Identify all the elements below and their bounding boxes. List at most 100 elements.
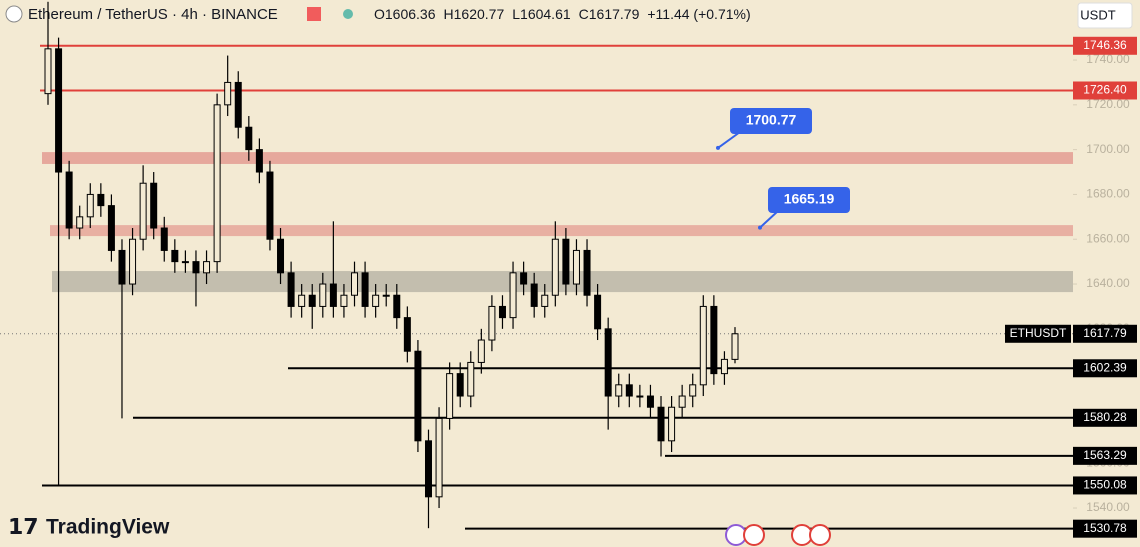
candle-body — [277, 238, 285, 274]
symbol-box — [1005, 324, 1071, 343]
level-price-box — [1073, 519, 1137, 538]
callout-label: 1700.77 — [746, 112, 797, 128]
candle-body — [266, 171, 274, 240]
candle-body — [298, 294, 306, 307]
ohlc-key: L — [512, 6, 520, 22]
candle-body — [129, 238, 137, 285]
candle-body — [76, 216, 84, 229]
candle-body — [424, 440, 432, 498]
candle-body — [107, 205, 115, 251]
candle-body — [372, 294, 380, 307]
y-tick-label: 1660.00 — [1086, 231, 1130, 245]
candle-body — [541, 294, 549, 307]
candle-body — [351, 272, 359, 296]
y-tick-label: 1700.00 — [1086, 142, 1130, 156]
candle-body — [340, 294, 348, 307]
y-tick-label: 1640.00 — [1086, 276, 1130, 290]
candle-body — [213, 104, 221, 263]
candle-body — [393, 294, 401, 319]
candle-body — [97, 193, 105, 207]
candle-body — [720, 358, 728, 375]
candle-body — [615, 384, 623, 397]
candle-body — [192, 261, 200, 274]
candle-body — [731, 333, 739, 360]
level-price-box — [1073, 408, 1137, 427]
candle-body — [509, 272, 517, 319]
symbol-label: ETHUSDT — [1010, 326, 1067, 340]
candle-body — [319, 283, 327, 307]
candle-body — [44, 48, 52, 95]
candle-body — [65, 171, 73, 229]
candle-body — [446, 373, 454, 419]
level-price-label: 1530.78 — [1083, 521, 1127, 535]
level-price-label: 1746.36 — [1083, 38, 1127, 52]
currency-select[interactable] — [1077, 2, 1133, 29]
candle-body — [139, 182, 147, 240]
candle-body — [498, 305, 506, 319]
brand-name: TradingView — [46, 516, 170, 539]
ohlc-value: 1604.61 — [520, 6, 571, 22]
candle-body — [562, 238, 570, 285]
candle-body — [467, 361, 475, 397]
zone — [50, 225, 1073, 237]
ohlc-key: H — [444, 6, 454, 22]
candle-body — [234, 81, 242, 128]
level-price-box — [1073, 359, 1137, 378]
candle-body — [456, 373, 464, 397]
candle-body — [710, 305, 718, 375]
zone — [42, 152, 1073, 164]
candle-body — [118, 249, 126, 285]
ohlc-change: +11.44 (+0.71%) — [647, 6, 750, 22]
brand-logo: 𝟭𝟳 TradingView — [8, 514, 170, 539]
candle-body — [245, 126, 253, 151]
candle-body — [583, 249, 591, 296]
candle-body — [160, 227, 168, 251]
level-price-label: 1563.29 — [1083, 448, 1127, 462]
callout-pointer — [717, 131, 741, 149]
candle-body — [382, 294, 390, 297]
candle-body — [308, 294, 316, 307]
y-tick-label: 1540.00 — [1086, 500, 1130, 514]
event-icon[interactable] — [809, 524, 831, 546]
status-dot — [343, 9, 353, 19]
level-price-box — [1073, 446, 1137, 465]
level-price-label: 1550.08 — [1083, 478, 1127, 492]
candle-body — [287, 272, 295, 307]
flag-icon[interactable] — [307, 7, 321, 21]
candle-body — [625, 384, 633, 397]
candle-body — [572, 249, 580, 285]
candle-body — [361, 272, 369, 307]
event-icons — [725, 524, 831, 546]
candle-body — [203, 261, 211, 274]
event-icon[interactable] — [743, 524, 765, 546]
candle-body — [678, 395, 686, 408]
candle-body — [181, 261, 189, 264]
callout-label: 1665.19 — [784, 191, 835, 207]
candle-body — [594, 294, 602, 330]
candle-body — [646, 395, 654, 408]
callout-pointer — [759, 210, 779, 229]
candle-body — [403, 317, 411, 352]
candle-body — [488, 305, 496, 341]
candle-body — [636, 395, 644, 398]
candle-body — [150, 182, 158, 229]
level-price-box — [1073, 36, 1137, 55]
last-price-box — [1073, 324, 1137, 343]
callout-point — [758, 225, 762, 230]
level-price-label: 1726.40 — [1083, 83, 1127, 97]
ohlc-value: 1606.36 — [385, 6, 436, 22]
candle-body — [657, 406, 665, 442]
candle-body — [530, 283, 538, 307]
level-price-label: 1602.39 — [1083, 360, 1127, 374]
candle-body — [668, 406, 676, 442]
candle-body — [477, 339, 485, 363]
y-tick-label: 1680.00 — [1086, 187, 1130, 201]
y-tick-label: 1740.00 — [1086, 52, 1130, 66]
header: Ethereum / TetherUS · 4h · BINANCE O1606… — [5, 2, 1133, 29]
level-price-box — [1073, 476, 1137, 495]
ohlc-legend: O1606.36 H1620.77 L1604.61 C1617.79 +11.44 (… — [374, 6, 751, 22]
callout-box — [730, 108, 812, 134]
symbol-title: Ethereum / TetherUS · 4h · BINANCE — [28, 6, 278, 23]
candle-body — [55, 48, 63, 173]
